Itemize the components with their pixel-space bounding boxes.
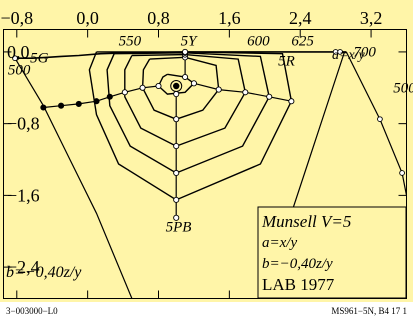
locus-label: 625: [291, 34, 314, 50]
line-from-500: [14, 57, 133, 299]
x-tick-label: 2,4: [289, 8, 312, 28]
hue-point-filled: [58, 103, 64, 109]
plot-frame: [3, 29, 407, 299]
hue-point: [242, 89, 249, 96]
y-tick-label: −2,4: [7, 257, 40, 277]
y-tick-label: −0,8: [7, 114, 40, 134]
x-tick-label: 3,2: [360, 8, 383, 28]
hue-point-filled: [107, 94, 113, 100]
munsell-ring: [88, 51, 293, 201]
hue-point: [173, 116, 180, 123]
legend-frame: [257, 206, 407, 299]
hue-point: [215, 86, 222, 93]
locus-point-500: [12, 55, 18, 62]
hue-point: [182, 73, 189, 81]
locus-label: 500: [8, 62, 31, 78]
x-tick-label: 0,8: [147, 8, 170, 28]
plot-area: [12, 48, 407, 299]
locus-label: 5G: [30, 51, 48, 67]
purple-point: [399, 170, 405, 176]
hue-point: [288, 98, 295, 105]
x-tick-label: −0,8: [0, 8, 33, 28]
hue-point-filled: [93, 98, 100, 104]
legend-line-lab: LAB 1977: [262, 275, 335, 294]
hue-point: [190, 80, 197, 87]
x-axis-label: a=x/y: [332, 48, 366, 63]
hue-point: [139, 84, 146, 91]
locus-label: 500c: [393, 80, 413, 96]
hue-point: [173, 91, 180, 98]
footer-left: 3−003000−L0: [6, 306, 58, 316]
x-tick-label: 0,0: [76, 8, 99, 28]
footer-right: MS961−5N, B4 17 1: [331, 306, 407, 316]
center-ring: [170, 79, 183, 92]
locus-label: 5PB: [166, 219, 192, 235]
x-tick-label: 1,6: [218, 8, 241, 28]
legend-line-munsell: Munsell V=5: [261, 212, 351, 231]
hue-point: [173, 214, 180, 221]
locus-label: 700: [353, 44, 376, 60]
locus-label: 550: [119, 34, 142, 50]
hue-point-filled: [40, 104, 46, 111]
munsell-ring: [106, 52, 270, 174]
hue-point: [266, 93, 273, 100]
hue-point: [173, 196, 180, 203]
hue-point: [121, 89, 128, 96]
y-tick-label: −1,6: [7, 185, 40, 205]
y-tick-label: 0,0: [7, 42, 30, 62]
locus-label: 5R: [278, 53, 295, 69]
hue-point-filled: [76, 101, 82, 107]
legend-line-b: b=−0,40z/y: [262, 256, 333, 272]
locus-label: 5Y: [181, 34, 199, 50]
purple-point: [377, 116, 383, 123]
purple-line: [345, 51, 407, 196]
hue-point: [173, 143, 180, 150]
locus-point-700b: [337, 49, 343, 55]
legend-line-a: a=x/y: [262, 235, 297, 251]
center-point: [173, 82, 180, 90]
locus-label: 600: [247, 34, 270, 50]
hue-point: [182, 48, 189, 55]
munsell-ring: [124, 53, 247, 147]
y-axis-label: b=−0,40z/y: [6, 264, 82, 281]
munsell-ring: [141, 56, 220, 120]
legend-box: Munsell V=5 a=x/y b=−0,40z/y LAB 1977: [257, 206, 407, 299]
hue-point: [155, 82, 162, 90]
hue-point: [173, 169, 180, 177]
